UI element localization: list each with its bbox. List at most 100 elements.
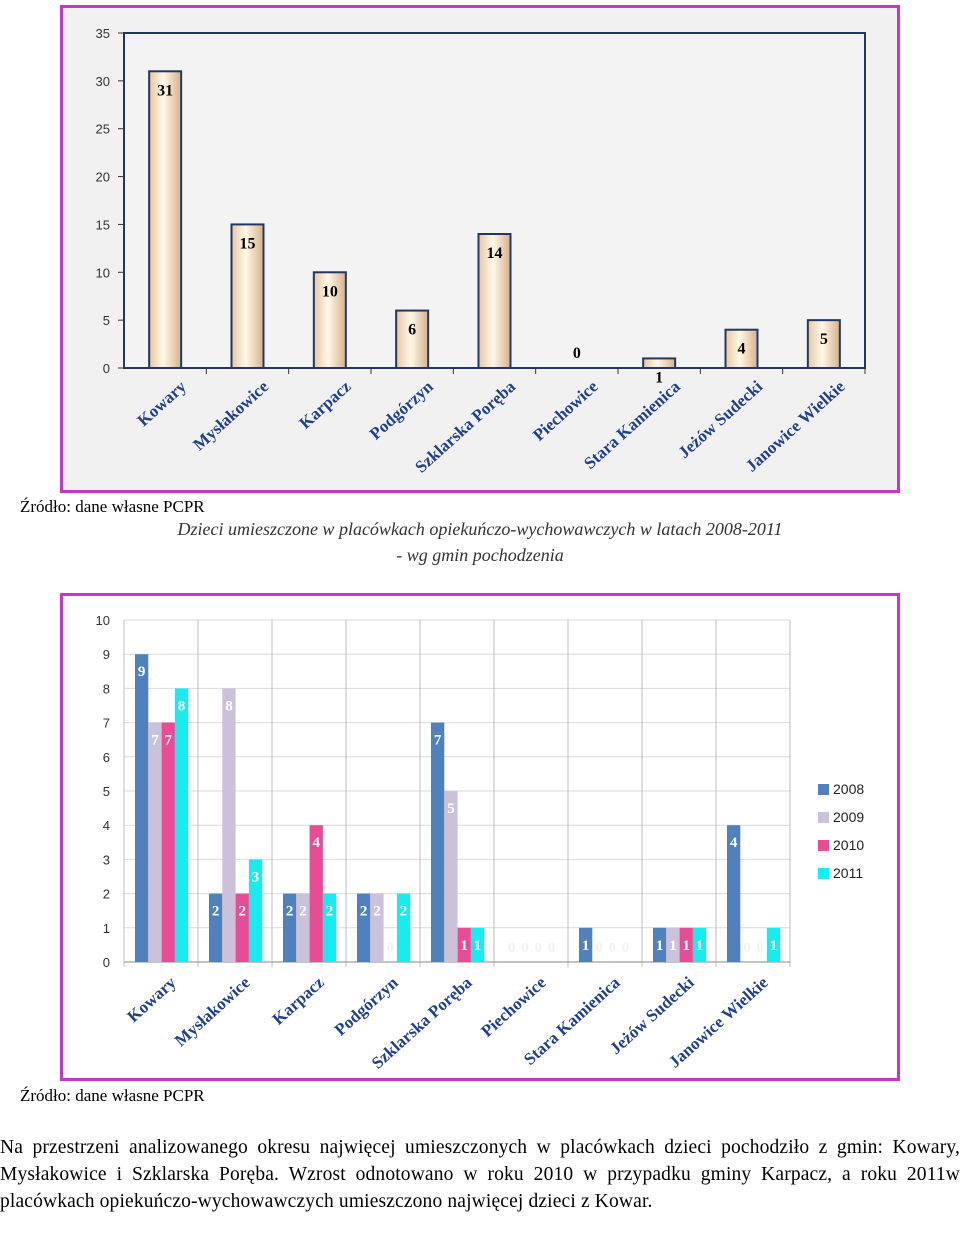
chart2-legend-swatch-2010 [818, 840, 829, 851]
chart2-category-label: Piechowice [477, 973, 550, 1041]
chart2-data-label: 2 [360, 904, 368, 920]
chart2-category-label: Kowary [123, 973, 180, 1027]
chart2-data-label: 1 [669, 938, 677, 954]
chart2-bar-2008-Jeżów Sudecki [653, 927, 667, 962]
chart1-ytick-label: 35 [96, 26, 110, 41]
chart2-data-label: 4 [730, 835, 738, 851]
chart1-bar-Mysłakowice [230, 223, 265, 369]
chart2-data-label: 2 [239, 904, 247, 920]
chart2-ytick-label: 8 [103, 681, 110, 696]
chart2-legend-label: 2009 [833, 809, 864, 825]
chart2-category-label: Karpacz [269, 973, 328, 1029]
chart2-legend-swatch-2008 [818, 784, 829, 795]
chart2-bar-2009-Szklarska Poręba [444, 791, 458, 962]
chart1-svg: 0510152025303531Kowary15Mysłakowice10Kar… [96, 26, 866, 477]
chart1-category-label: Piechowice [529, 377, 602, 445]
chart1-ytick-label: 0 [103, 361, 110, 376]
chart2-bar-2011-Kowary [174, 688, 189, 962]
chart2-bar-2011-Jeżów Sudecki [692, 927, 707, 962]
chart2-bar-2008-Kowary [135, 654, 149, 962]
chart2-bar-2008-Szklarska Poręba [431, 722, 445, 962]
chart2-ytick-label: 1 [103, 921, 110, 936]
chart2-data-label: 4 [313, 835, 321, 851]
chart2-data-label: 5 [447, 801, 455, 817]
chart2-data-label: 2 [373, 904, 381, 920]
chart2-data-label: 0 [743, 940, 751, 956]
chart2-bar-2009-Mysłakowice [222, 688, 236, 962]
chart2-bar-2008-Stara Kamienica [579, 927, 593, 962]
chart2-bar-2009-Kowary [148, 722, 162, 962]
chart1-category-label: Karpacz [295, 377, 354, 433]
chart2-bar-2009-Karpacz [296, 893, 310, 962]
chart2-bar-2008-Mysłakowice [209, 893, 223, 962]
chart2-data-label: 2 [326, 904, 334, 920]
chart1-data-label: 4 [738, 341, 746, 358]
chart2-data-label: 7 [165, 733, 173, 749]
chart2-ytick-label: 9 [103, 647, 110, 662]
chart2-data-label: 2 [212, 904, 220, 920]
chart1-ytick-label: 5 [103, 313, 110, 328]
chart1-bar-Stara Kamienica [642, 357, 677, 369]
chart1-category-label: Kowary [134, 377, 191, 431]
chart2-data-label: 1 [683, 938, 691, 954]
chart2-data-label: 0 [757, 940, 765, 956]
chart2-ytick-label: 10 [96, 613, 110, 628]
chart2-frame: 0 1 2 3 4 5 6 7 8 9 10 9 2 2 2 7 0 1 1 4 7 8 2 2 5 0 0 1 0 7 2 4 0 1 0 0 1 0 8… [60, 593, 900, 1081]
chart2-data-label: 2 [286, 904, 294, 920]
chart1-bar-Jeżów Sudecki [724, 328, 759, 370]
chart2-data-label: 0 [609, 940, 617, 956]
chart2-data-label: 0 [387, 940, 395, 956]
chart2-data-label: 2 [299, 904, 307, 920]
chart2-ytick-label: 6 [103, 750, 110, 765]
chart1-data-label: 10 [322, 283, 338, 300]
chart2-bar-2010-Szklarska Poręba [457, 927, 471, 962]
chart1-data-label: 14 [487, 245, 503, 262]
chart2-data-label: 8 [225, 698, 233, 714]
chart1-bar-Janowice Wielkie [806, 319, 841, 369]
chart2-bar-2008-Podgórzyn [357, 893, 371, 962]
chart1-source: Źródło: dane własne PCPR [20, 497, 205, 516]
chart2-data-label: 1 [582, 938, 590, 954]
chart1-frame: 0 5 10 15 20 25 30 35 31 Kowary 15 Mysłakowice 10 Kar… [60, 5, 900, 493]
chart2-ytick-label: 5 [103, 784, 110, 799]
chart2-data-label: 3 [252, 869, 259, 885]
chart2-data-label: 0 [535, 940, 543, 956]
chart2-ytick-label: 0 [103, 955, 110, 970]
chart1-data-label: 15 [240, 235, 256, 252]
chart2-bar-2010-Karpacz [309, 825, 323, 962]
chart2-bar-2011-Podgórzyn [396, 893, 411, 962]
chart2-bar-2010-Jeżów Sudecki [679, 927, 693, 962]
chart2-bar-2011-Mysłakowice [248, 859, 263, 962]
chart2-bar-2011-Janowice Wielkie [766, 927, 781, 962]
chart2-legend-swatch-2009 [818, 812, 829, 823]
chart1-data-label: 0 [573, 345, 581, 362]
chart1-bar-Szklarska Poręba [477, 233, 512, 369]
chart2-data-label: 0 [508, 940, 516, 956]
chart1-data-label: 31 [157, 82, 173, 99]
summary-paragraph: Na przestrzeni analizowanego okresu najw… [0, 1137, 960, 1212]
chart2-category-label: Mysłakowice [171, 973, 254, 1051]
chart1-data-label: 6 [408, 322, 416, 339]
chart1-bar-Karpacz [312, 271, 347, 369]
chart1-data-label: 5 [820, 331, 828, 348]
chart2-data-label: 9 [138, 664, 146, 680]
chart1-category-label: Mysłakowice [189, 377, 272, 455]
chart2-caption-line1: Dzieci umieszczone w placówkach opiekuńc… [177, 519, 783, 539]
chart2-caption-line2: - wg gmin pochodzenia [396, 545, 564, 565]
chart2-ytick-label: 2 [103, 887, 110, 902]
chart2-bar-2010-Kowary [161, 722, 175, 962]
chart2-data-label: 0 [595, 940, 603, 956]
chart2-bar-2009-Podgórzyn [370, 893, 384, 962]
chart2-ytick-label: 3 [103, 852, 110, 867]
chart1-ytick-label: 20 [96, 170, 110, 185]
chart2-data-label: 0 [622, 940, 630, 956]
chart2-data-label: 7 [151, 733, 159, 749]
chart2-bar-2011-Karpacz [322, 893, 337, 962]
chart2-bar-2008-Karpacz [283, 893, 297, 962]
chart1-data-label: 1 [655, 369, 663, 386]
chart2-bar-2008-Janowice Wielkie [727, 825, 741, 962]
chart2-data-label: 1 [696, 938, 704, 954]
chart2-data-label: 2 [400, 904, 408, 920]
chart1-category-label: Podgórzyn [366, 376, 437, 443]
